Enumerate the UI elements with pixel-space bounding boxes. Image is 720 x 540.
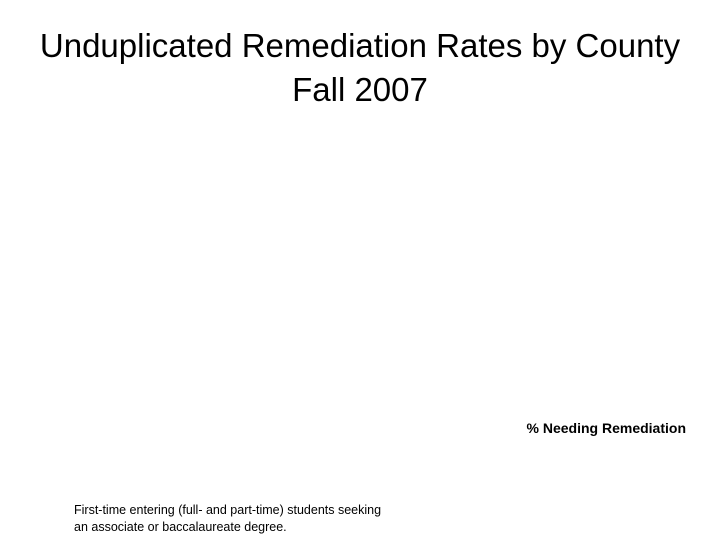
chart-area bbox=[60, 130, 700, 450]
slide-title-line-1: Unduplicated Remediation Rates by County bbox=[39, 27, 681, 64]
slide-title: Unduplicated Remediation Rates by County… bbox=[0, 24, 720, 112]
footnote-line-2: an associate or baccalaureate degree. bbox=[74, 520, 287, 534]
x-axis-label: % Needing Remediation bbox=[526, 420, 686, 436]
footnote: First-time entering (full- and part-time… bbox=[74, 502, 454, 536]
chart-plot-area bbox=[60, 130, 700, 420]
footnote-line-1: First-time entering (full- and part-time… bbox=[74, 503, 382, 517]
slide-title-line-2: Fall 2007 bbox=[292, 71, 428, 108]
